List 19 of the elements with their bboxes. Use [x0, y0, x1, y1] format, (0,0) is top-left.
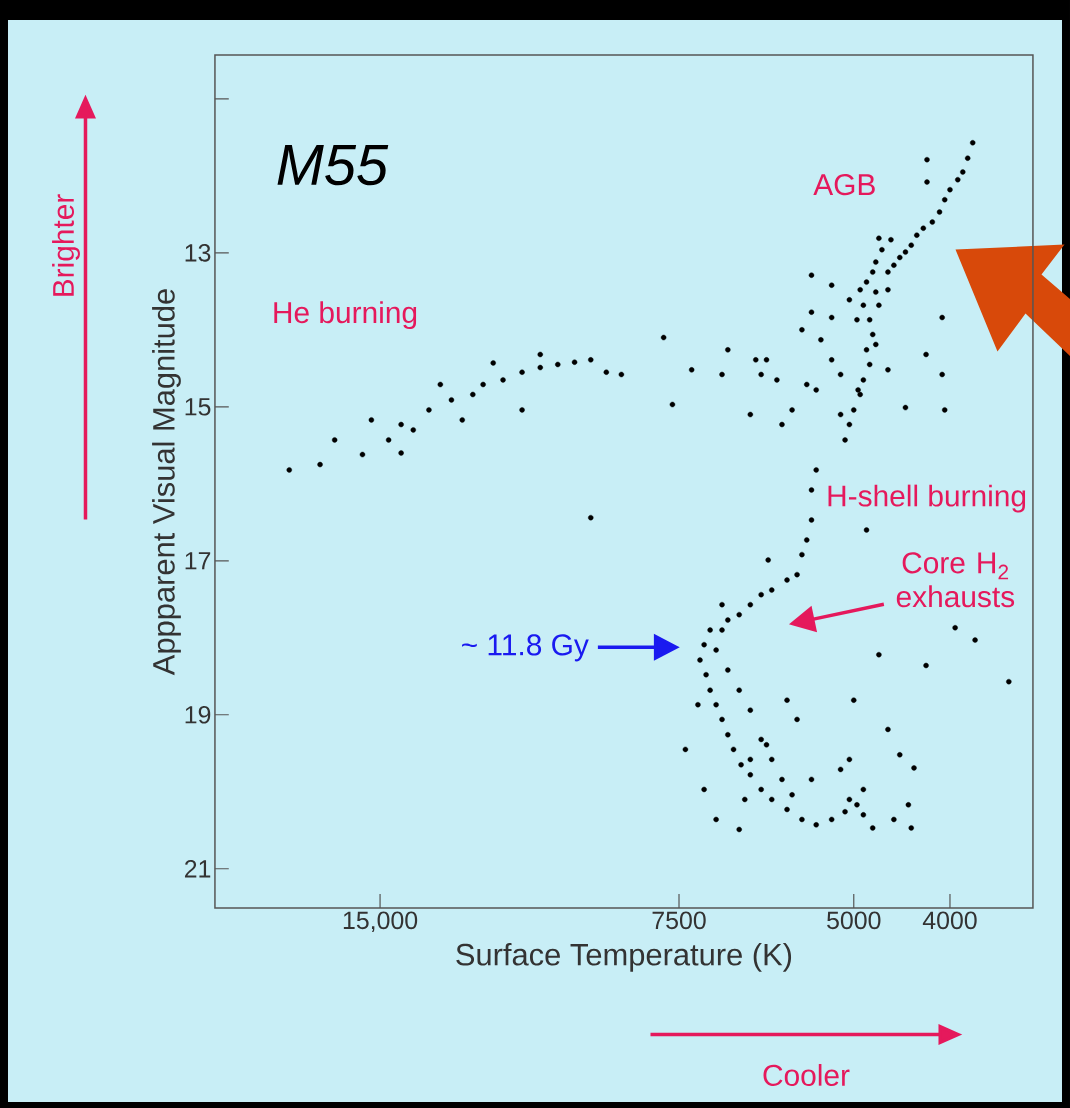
y-tick-label: 15	[185, 398, 211, 416]
text: Brighter	[52, 194, 80, 296]
text: M55	[277, 144, 389, 186]
y-tick-label: 19	[185, 705, 211, 724]
x-tick-label: 4000	[922, 911, 977, 930]
x-axis-title: Surface Temperature (K)	[456, 942, 792, 972]
annotation: He burning	[274, 301, 417, 330]
y-tick-label: 17	[185, 552, 211, 570]
x-tick-label: 15,000	[343, 911, 418, 933]
x-tick-label: 5000	[827, 911, 881, 930]
annotation: ~ 11.8 Gy	[462, 634, 589, 662]
annotation: H-shell burning	[828, 484, 1026, 513]
annotation: AGB	[813, 174, 875, 196]
x-tick-label: 7500	[652, 911, 706, 930]
text: Cooler	[763, 1064, 850, 1086]
y-tick-label: 13	[185, 244, 211, 262]
annotation: Core H$_{2}$ exhausts	[896, 552, 1015, 608]
y-tick-label: 21	[184, 860, 211, 878]
y-axis-title: Appparent Visual Magnitude	[152, 289, 181, 676]
